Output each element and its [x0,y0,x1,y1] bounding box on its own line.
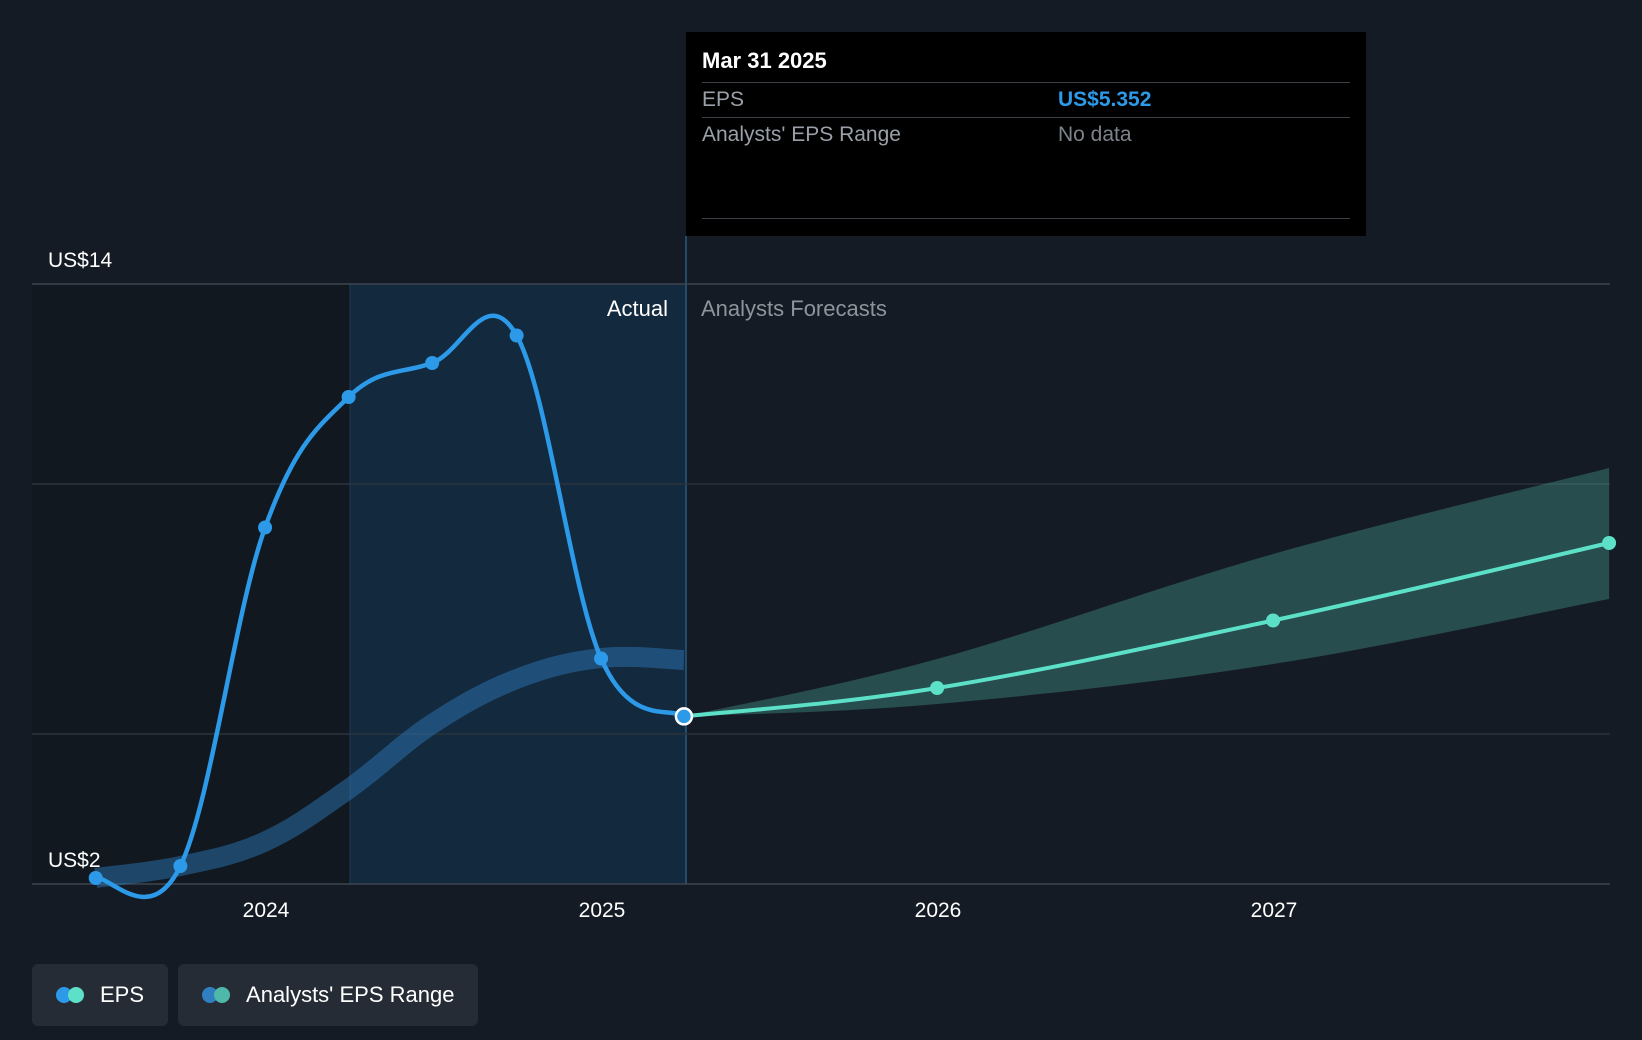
x-tick-2025: 2025 [579,899,626,922]
tooltip-range-value: No data [1058,123,1132,146]
eps-actual-point [425,356,440,370]
legend-item-eps-range[interactable]: Analysts' EPS Range [178,964,479,1026]
eps-actual-line [95,313,686,900]
eps-current-point [674,707,694,726]
hover-tooltip: Mar 31 2025 EPS US$5.352 Analysts' EPS R… [686,32,1366,236]
legend-item-eps[interactable]: EPS [32,964,169,1026]
y-axis-bottom-label: US$2 [48,849,101,872]
eps-forecast-point [930,681,945,695]
eps-range-historical-band [94,646,685,888]
tooltip-eps-value: US$5.352 [1058,88,1152,111]
x-tick-2027: 2027 [1251,899,1298,922]
tooltip-row-eps: EPS US$5.352 [702,83,1350,118]
past-shade [32,284,350,884]
eps-actual-point [509,328,524,343]
tooltip-row-range: Analysts' EPS Range No data [702,118,1350,152]
actual-label: Actual [607,296,668,321]
x-tick-2024: 2024 [243,899,290,922]
eps-forecast-point [1266,613,1281,628]
eps-actual-point [594,651,609,666]
eps-actual-point [341,390,356,404]
tooltip-range-label: Analysts' EPS Range [702,123,901,146]
legend-range-swatch-icon [202,986,232,1004]
eps-actual-point [258,520,273,535]
chart-marks [88,313,1617,900]
forecast-label: Analysts Forecasts [701,296,887,321]
eps-forecast-line [683,541,1610,719]
actual-shade [350,284,686,884]
legend-eps-swatch-icon [56,986,86,1004]
legend-eps-label: EPS [100,982,145,1007]
eps-actual-point [173,859,188,873]
eps-forecast-point [1602,536,1617,550]
tooltip-divider [702,218,1350,219]
x-axis-ticks: 2024 2025 2026 2027 [243,899,1298,922]
x-tick-2026: 2026 [915,899,962,922]
y-axis-top-label: US$14 [48,249,113,272]
tooltip-date: Mar 31 2025 [702,46,1350,83]
tooltip-eps-label: EPS [702,88,745,111]
legend-range-label: Analysts' EPS Range [246,982,455,1007]
chart-legend: EPS Analysts' EPS Range [32,964,479,1026]
eps-actual-point [88,871,103,885]
eps-range-forecast-area [683,468,1610,717]
